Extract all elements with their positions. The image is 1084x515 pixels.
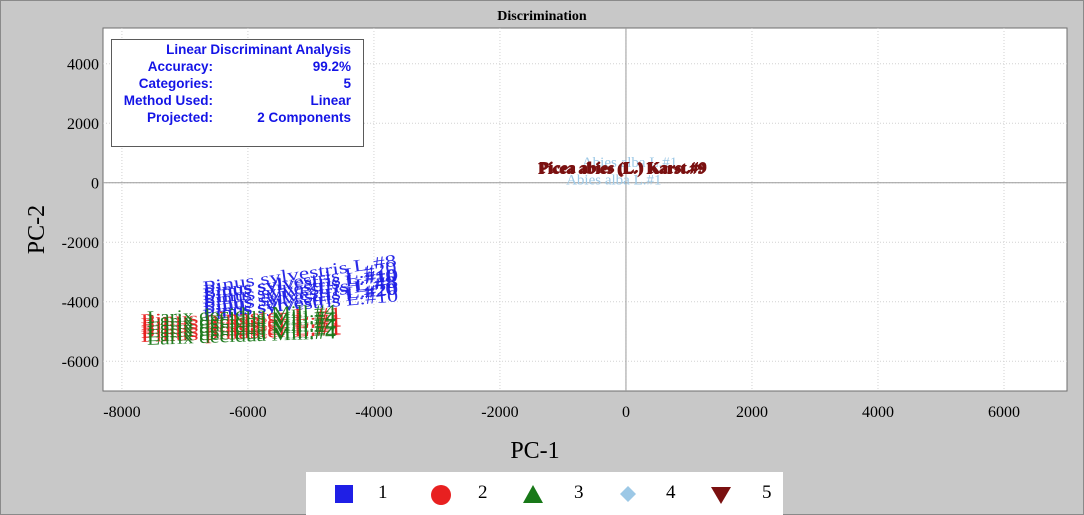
info-value: 99.2% xyxy=(312,59,351,74)
y-tick-label: -2000 xyxy=(62,235,99,252)
cluster-label-2: Pinus pinaster L.#1 xyxy=(140,310,342,333)
x-tick-label: -8000 xyxy=(103,404,140,421)
info-value: 5 xyxy=(343,76,351,91)
cluster-label-3: Larix decidua Mill.#4 xyxy=(147,315,337,338)
triangle-marker-icon xyxy=(523,485,543,503)
info-row-method: Method Used: Linear xyxy=(112,93,351,109)
triangle-down-marker-icon xyxy=(711,487,731,504)
info-row-projected: Projected: 2 Components xyxy=(112,110,351,126)
x-tick-label: -6000 xyxy=(229,404,266,421)
x-tick-label: 4000 xyxy=(862,404,894,421)
legend: 1 2 3 4 5 xyxy=(306,472,783,515)
legend-label: 2 xyxy=(478,482,488,503)
point-label-5: Picea abies (L.) Karst.#9 xyxy=(540,160,708,177)
point-label-5: Picea abies (L.) Karst.#9 xyxy=(538,161,706,178)
info-label: Categories: xyxy=(138,76,213,91)
y-tick-label: 0 xyxy=(91,176,99,193)
info-row-accuracy: Accuracy: 99.2% xyxy=(112,59,351,75)
info-label: Projected: xyxy=(146,110,213,125)
circle-marker-icon xyxy=(431,485,451,505)
point-label-5: Picea abies (L.) Karst.#9 xyxy=(538,160,706,177)
square-marker-icon xyxy=(335,485,353,503)
y-axis-title: PC-2 xyxy=(24,205,50,254)
legend-label: 4 xyxy=(666,482,676,503)
point-label-4: Abies alba L.#1 xyxy=(566,173,661,189)
info-value: 2 Components xyxy=(257,110,351,125)
cluster-label-3: Larix decidua Mill.#4 xyxy=(147,322,337,345)
legend-label: 1 xyxy=(378,482,388,503)
info-label: Method Used: xyxy=(123,93,213,108)
cluster-label-3: Larix decidua Mill.#4 xyxy=(147,307,337,330)
cluster-label-2: Pinus pinaster L.#1 xyxy=(140,319,342,342)
info-value: Linear xyxy=(310,93,351,108)
info-label: Accuracy: xyxy=(147,59,213,74)
x-tick-label: -2000 xyxy=(481,404,518,421)
legend-label: 3 xyxy=(574,482,584,503)
x-tick-label: 0 xyxy=(622,404,630,421)
point-label-4: Abies alba L.#1 xyxy=(582,155,677,171)
y-tick-label: 2000 xyxy=(67,116,99,133)
x-axis-title: PC-1 xyxy=(510,438,559,464)
diamond-marker-icon xyxy=(620,486,636,502)
y-tick-label: -6000 xyxy=(62,354,99,371)
x-tick-label: 6000 xyxy=(988,404,1020,421)
info-row-categories: Categories: 5 xyxy=(112,76,351,92)
legend-label: 5 xyxy=(762,482,772,503)
x-tick-label: -4000 xyxy=(355,404,392,421)
y-tick-label: -4000 xyxy=(62,295,99,312)
chart-title: Discrimination xyxy=(497,9,587,24)
y-tick-label: 4000 xyxy=(67,57,99,74)
info-box: Linear Discriminant Analysis Accuracy: 9… xyxy=(111,39,364,147)
info-heading: Linear Discriminant Analysis xyxy=(166,42,351,57)
point-label-5: Picea abies (L.) Karst.#9 xyxy=(539,160,707,177)
x-tick-label: 2000 xyxy=(736,404,768,421)
